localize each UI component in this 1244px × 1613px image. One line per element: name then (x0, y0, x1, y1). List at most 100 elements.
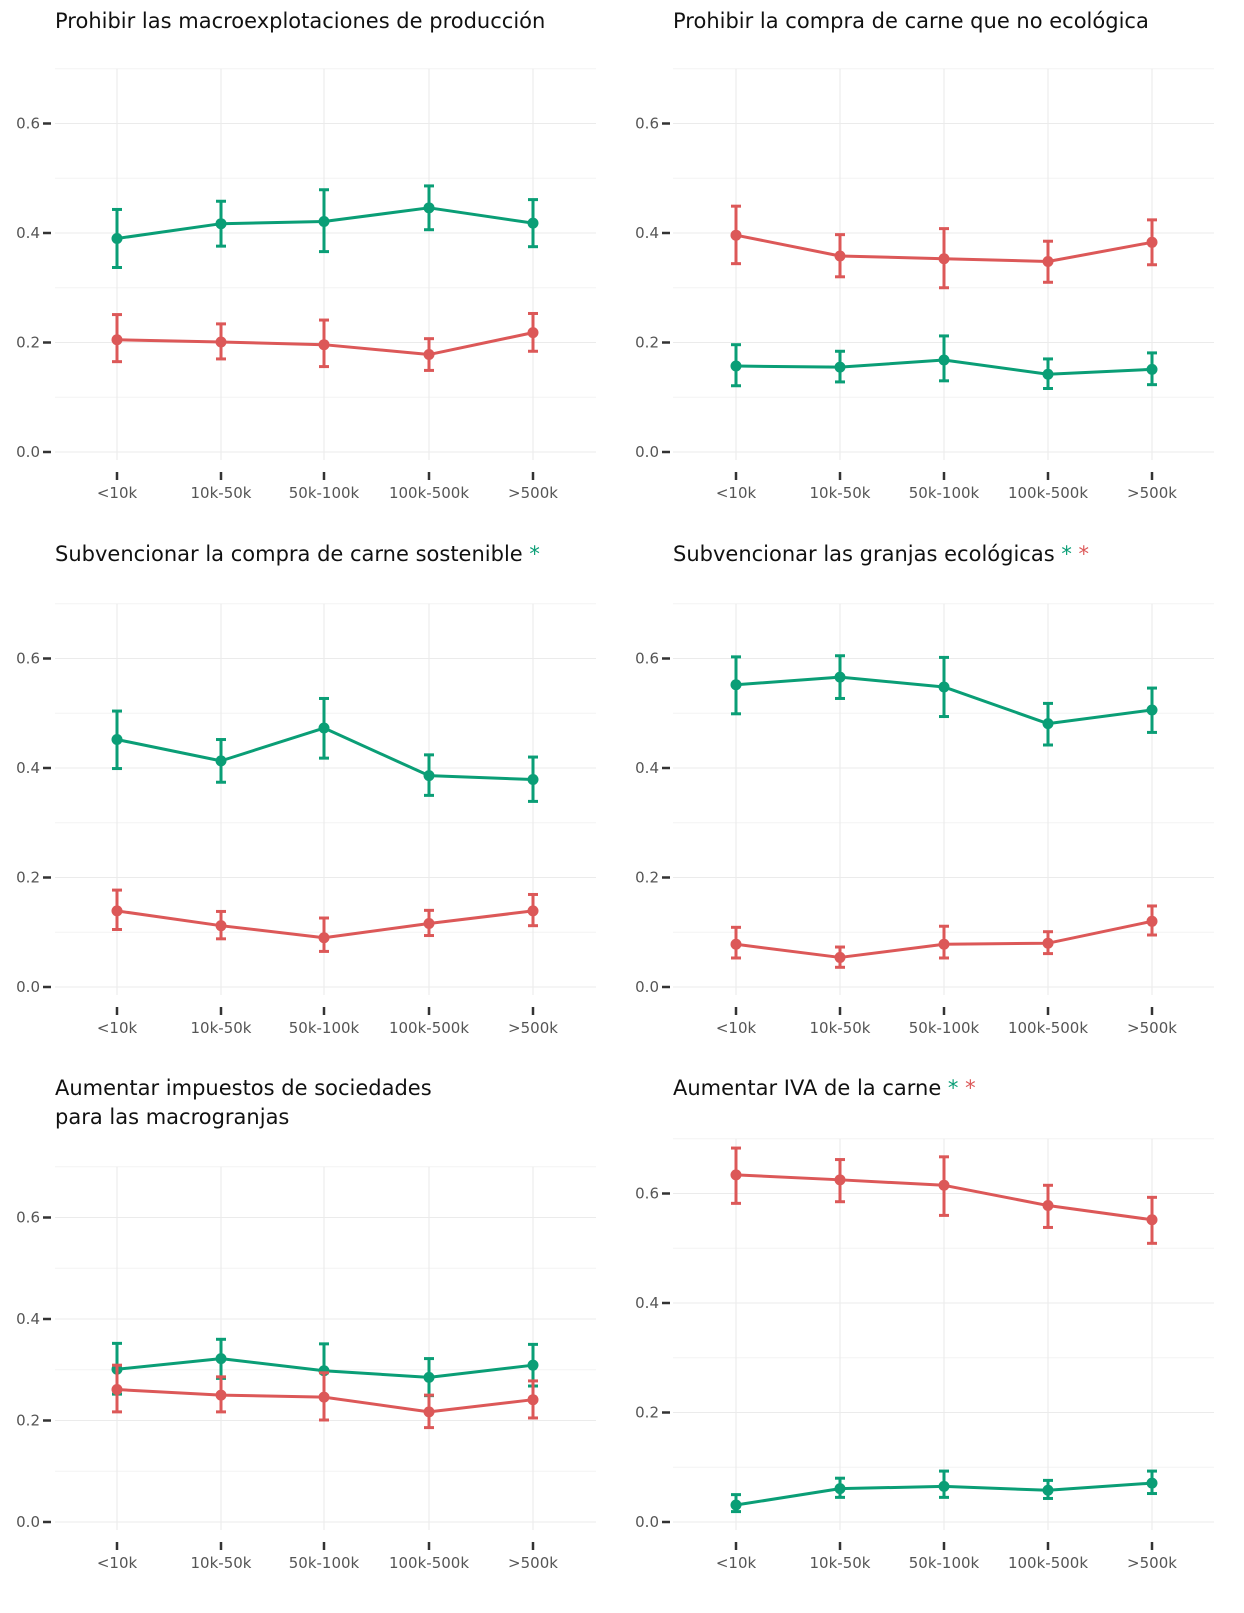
data-point (834, 951, 846, 963)
y-tick-label: 0.2 (635, 334, 659, 352)
data-point (1042, 937, 1054, 949)
x-tick-label: 100k-500k (389, 484, 469, 502)
x-tick-label: 100k-500k (1008, 484, 1088, 502)
y-tick-label: 0.6 (16, 1209, 40, 1227)
data-point (215, 755, 227, 767)
y-tick-label: 0.2 (16, 869, 40, 887)
data-point (938, 1179, 950, 1191)
data-point (215, 1353, 227, 1365)
data-point (318, 722, 330, 734)
data-point (834, 361, 846, 373)
panel-4: 0.0 0.2 0.4 0.6 <10k 10k-50k 50k-100k 100k-500k… (635, 542, 1214, 1037)
x-tick-label: <10k (716, 484, 757, 502)
x-tick-label: 100k-500k (389, 1554, 469, 1572)
data-point (527, 1394, 539, 1406)
y-tick-label: 0.2 (635, 1404, 659, 1422)
x-tick-label: <10k (716, 1019, 757, 1037)
data-point (834, 671, 846, 683)
series-red (111, 888, 539, 953)
y-tick-label: 0.0 (635, 1513, 659, 1531)
significance-star: * (1072, 542, 1089, 566)
y-tick-label: 0.0 (16, 1513, 40, 1531)
x-tick-label: 10k-50k (810, 1554, 871, 1572)
x-tick-label: 50k-100k (289, 484, 360, 502)
data-point (938, 1480, 950, 1492)
data-point (423, 1406, 435, 1418)
panel-2: 0.0 0.2 0.4 0.6 <10k 10k-50k 50k-100k 100k-500k… (635, 9, 1214, 502)
y-tick-label: 0.4 (16, 759, 40, 777)
data-point (730, 679, 742, 691)
data-point (730, 360, 742, 372)
data-point (423, 1371, 435, 1383)
series-red (730, 204, 1158, 290)
panel-title: Prohibir las macroexplotaciones de produ… (55, 9, 545, 33)
x-tick-label: 50k-100k (909, 1019, 980, 1037)
significance-star: * (958, 1076, 975, 1100)
y-tick-label: 0.2 (16, 334, 40, 352)
x-tick-label: 50k-100k (909, 484, 980, 502)
data-point (423, 917, 435, 929)
panel-title: Aumentar IVA de la carne * * (673, 1076, 976, 1100)
y-tick-label: 0.2 (16, 1412, 40, 1430)
y-tick-label: 0.4 (16, 224, 40, 242)
x-tick-label: <10k (716, 1554, 757, 1572)
x-tick-label: >500k (1127, 1554, 1177, 1572)
data-point (730, 938, 742, 950)
data-point (215, 336, 227, 348)
data-point (111, 734, 123, 746)
data-point (215, 920, 227, 932)
y-tick-label: 0.0 (16, 443, 40, 461)
data-point (1146, 236, 1158, 248)
data-point (215, 218, 227, 230)
significance-star: * (1055, 542, 1072, 566)
x-tick-label: <10k (97, 1554, 138, 1572)
data-point (1042, 255, 1054, 267)
x-tick-label: 10k-50k (191, 1554, 252, 1572)
data-point (111, 232, 123, 244)
data-point (938, 938, 950, 950)
x-tick-label: 10k-50k (191, 484, 252, 502)
x-tick-label: >500k (1127, 1019, 1177, 1037)
data-point (111, 334, 123, 346)
x-tick-label: <10k (97, 1019, 138, 1037)
y-tick-label: 0.4 (635, 759, 659, 777)
y-tick-label: 0.0 (16, 978, 40, 996)
x-tick-label: 10k-50k (810, 484, 871, 502)
panel-1: 0.0 0.2 0.4 0.6 <10k 10k-50k 50k-100k 100k-500k… (16, 9, 596, 502)
data-point (834, 250, 846, 262)
data-point (215, 1389, 227, 1401)
data-point (318, 932, 330, 944)
data-point (730, 229, 742, 241)
x-tick-label: 50k-100k (289, 1554, 360, 1572)
data-point (423, 770, 435, 782)
data-point (318, 216, 330, 228)
x-tick-label: <10k (97, 484, 138, 502)
data-point (938, 253, 950, 265)
panel-title: Aumentar impuestos de sociedades (55, 1076, 432, 1100)
data-point (1042, 1484, 1054, 1496)
y-tick-label: 0.4 (635, 1294, 659, 1312)
x-tick-label: >500k (508, 1019, 558, 1037)
series-red (730, 1146, 1158, 1245)
series-green (111, 184, 539, 269)
panel-title: Subvencionar la compra de carne sostenib… (55, 542, 540, 566)
y-tick-label: 0.0 (635, 978, 659, 996)
data-point (318, 339, 330, 351)
x-tick-label: 10k-50k (810, 1019, 871, 1037)
x-tick-label: 50k-100k (289, 1019, 360, 1037)
series-green (111, 696, 539, 803)
data-point (423, 202, 435, 214)
data-point (423, 349, 435, 361)
panel-6: 0.0 0.2 0.4 0.6 <10k 10k-50k 50k-100k 100k-500k… (635, 1076, 1214, 1572)
x-tick-label: 100k-500k (1008, 1019, 1088, 1037)
data-point (834, 1174, 846, 1186)
series-green (730, 334, 1158, 390)
panel-title: Subvencionar las granjas ecológicas * * (673, 542, 1089, 566)
data-point (1042, 368, 1054, 380)
data-point (318, 1391, 330, 1403)
panel-5: 0.0 0.2 0.4 0.6 <10k 10k-50k 50k-100k 100k-500k… (16, 1076, 596, 1572)
data-point (527, 905, 539, 917)
data-point (730, 1169, 742, 1181)
data-point (527, 217, 539, 229)
